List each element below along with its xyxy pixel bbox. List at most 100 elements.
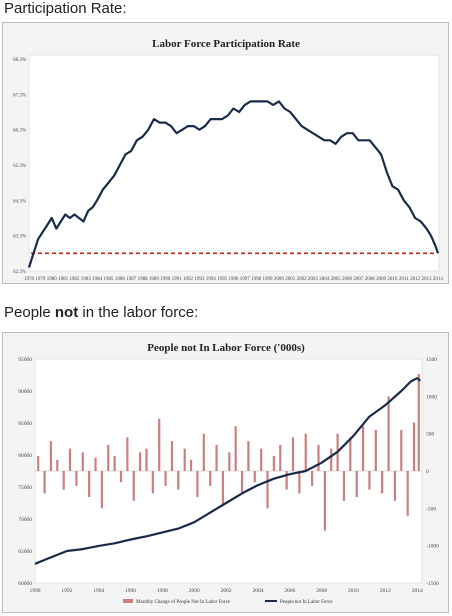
monthly-change-bar xyxy=(113,456,116,471)
x-tick-label: 1996 xyxy=(125,588,136,594)
monthly-change-bar xyxy=(304,433,307,471)
x-tick-label: 1981 xyxy=(58,277,69,282)
y-right-tick-label: -1500 xyxy=(426,581,439,587)
x-tick-label: 1982 xyxy=(69,277,80,282)
x-tick-label: 2012 xyxy=(410,277,421,282)
caption-participation-text: Participation Rate: xyxy=(4,0,127,17)
x-tick-label: 1994 xyxy=(206,277,217,282)
x-tick-label: 1995 xyxy=(217,277,228,282)
monthly-change-bar xyxy=(260,448,263,471)
monthly-change-bar xyxy=(317,444,320,471)
x-tick-label: 1983 xyxy=(81,277,92,282)
y-tick-label: 65.3% xyxy=(13,164,26,169)
monthly-change-bar xyxy=(158,418,161,471)
x-tick-label: 1980 xyxy=(47,277,58,282)
y-tick-label: 64.3% xyxy=(13,199,26,204)
monthly-change-bar xyxy=(56,459,59,471)
x-tick-label: 2005 xyxy=(331,277,342,282)
monthly-change-bar xyxy=(151,471,154,494)
monthly-change-bar xyxy=(81,452,84,471)
y-left-tick-label: 90000 xyxy=(18,389,32,395)
monthly-change-bar xyxy=(381,471,384,494)
x-tick-label: 2003 xyxy=(308,277,319,282)
x-tick-label: 2011 xyxy=(399,277,409,282)
monthly-change-bar xyxy=(361,426,365,471)
x-tick-label: 2008 xyxy=(316,588,327,594)
y-left-tick-label: 75000 xyxy=(18,485,32,491)
monthly-change-bar xyxy=(62,471,65,490)
x-tick-label: 1987 xyxy=(126,277,137,282)
monthly-change-bar xyxy=(330,448,333,471)
x-tick-label: 1997 xyxy=(240,277,251,282)
x-tick-label: 1996 xyxy=(228,277,239,282)
monthly-change-bar xyxy=(247,441,250,471)
monthly-change-bar xyxy=(189,459,193,471)
chart-title: Labor Force Participation Rate xyxy=(152,38,300,50)
x-tick-label: 1998 xyxy=(157,588,168,594)
caption-text-before: People xyxy=(4,304,55,321)
x-tick-label: 1994 xyxy=(93,588,104,594)
monthly-change-bar xyxy=(240,471,244,494)
x-tick-label: 2009 xyxy=(376,277,387,282)
monthly-change-bar xyxy=(170,441,174,471)
monthly-change-bar xyxy=(387,396,390,471)
monthly-change-bar xyxy=(164,471,167,486)
monthly-change-bar xyxy=(368,471,371,490)
x-tick-label: 2006 xyxy=(284,588,295,594)
y-tick-label: 66.3% xyxy=(13,129,26,134)
y-left-tick-label: 85000 xyxy=(18,421,32,427)
monthly-change-bar xyxy=(145,448,148,471)
x-tick-label: 1999 xyxy=(263,277,274,282)
x-tick-label: 1990 xyxy=(30,588,41,594)
monthly-change-bar xyxy=(177,471,180,490)
y-left-tick-label: 95000 xyxy=(18,357,32,363)
x-tick-label: 1998 xyxy=(251,277,262,282)
monthly-change-bar xyxy=(355,471,358,498)
x-tick-label: 2008 xyxy=(365,277,376,282)
monthly-change-bar xyxy=(221,471,225,505)
x-tick-label: 1988 xyxy=(138,277,149,282)
monthly-change-bar xyxy=(272,456,275,471)
y-right-tick-label: -500 xyxy=(426,506,436,512)
y-right-tick-label: 0 xyxy=(426,469,429,475)
monthly-change-bar xyxy=(100,471,103,509)
y-tick-label: 63.3% xyxy=(13,235,26,240)
y-left-tick-label: 60000 xyxy=(18,581,32,587)
x-tick-label: 2004 xyxy=(319,277,330,282)
caption-people-not-in-labor-force: People not in the labor force: xyxy=(4,304,198,321)
monthly-change-bar xyxy=(374,429,377,471)
x-tick-label: 2004 xyxy=(252,588,263,594)
x-tick-label: 2002 xyxy=(297,277,308,282)
y-right-tick-label: 500 xyxy=(426,432,435,438)
x-tick-label: 1986 xyxy=(115,277,126,282)
monthly-change-bar xyxy=(234,426,237,471)
monthly-change-bar xyxy=(279,444,282,471)
participation-rate-chart: Labor Force Participation Rate 62.3% 63.3%… xyxy=(13,38,443,282)
chart-panel-not-in-labor-force: People not In Labor Force ('000s) 60000 65… xyxy=(2,332,449,613)
monthly-change-bar xyxy=(228,452,231,471)
plot-area xyxy=(28,54,440,272)
legend-label-bars: Monthly Change of People Not In Labor Fo… xyxy=(136,600,231,605)
monthly-change-bar xyxy=(266,471,269,509)
monthly-change-bar xyxy=(88,471,91,498)
monthly-change-bar xyxy=(400,429,403,471)
monthly-change-bar xyxy=(132,471,135,501)
monthly-change-bar xyxy=(75,471,78,486)
monthly-change-bar xyxy=(349,437,352,471)
monthly-change-bar xyxy=(209,471,212,486)
y-right-tick-label: -1000 xyxy=(426,544,439,550)
y-tick-label: 67.3% xyxy=(13,93,26,98)
x-tick-label: 1990 xyxy=(160,277,171,282)
x-tick-label: 2010 xyxy=(387,277,398,282)
monthly-change-bar xyxy=(311,471,314,486)
monthly-change-bar xyxy=(43,471,46,494)
x-tick-label: 2000 xyxy=(274,277,285,282)
monthly-change-bar xyxy=(393,471,397,501)
series-line xyxy=(34,377,422,565)
chart-panel-participation: Labor Force Participation Rate 62.3% 63.3%… xyxy=(2,22,449,284)
x-tick-label: 2014 xyxy=(412,588,423,594)
not-in-labor-force-chart: People not In Labor Force ('000s) 60000 65… xyxy=(18,342,439,605)
monthly-change-bar xyxy=(139,452,142,471)
x-tick-label: 2002 xyxy=(221,588,232,594)
y-left-tick-label: 80000 xyxy=(18,453,32,459)
